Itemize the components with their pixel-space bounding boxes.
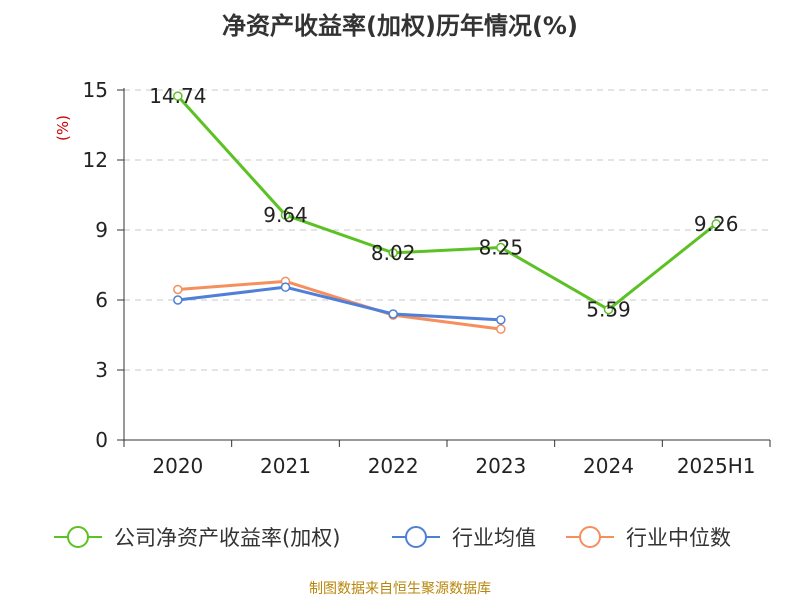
- y-axis-unit-label: (%): [54, 115, 72, 141]
- chart-title: 净资产收益率(加权)历年情况(%): [222, 12, 578, 40]
- series-line: [177, 279, 502, 331]
- data-label: 9.26: [694, 212, 739, 236]
- legend-marker: [405, 526, 427, 548]
- data-label: 8.02: [371, 241, 416, 265]
- y-tick-label: 0: [95, 428, 108, 452]
- y-tick-label: 3: [95, 358, 108, 382]
- x-tick-label: 2022: [368, 454, 419, 478]
- legend-label: 行业均值: [452, 526, 536, 550]
- data-point: [388, 248, 398, 258]
- legend-marker: [579, 526, 601, 548]
- data-point: [603, 304, 614, 315]
- data-label: 9.64: [263, 203, 308, 227]
- x-tick-label: 2025H1: [677, 454, 756, 478]
- x-tick-label: 2024: [583, 454, 634, 478]
- x-tick-label: 2021: [260, 454, 311, 478]
- series-lines: [173, 91, 721, 334]
- data-point: [280, 210, 291, 220]
- data-label: 5.59: [586, 298, 631, 322]
- series-line: [177, 285, 501, 322]
- legend: 公司净资产收益率(加权) 行业均值 行业中位数: [54, 526, 731, 550]
- legend-label: 行业中位数: [626, 526, 731, 550]
- data-labels: 14.74 9.64 8.02 8.25 5.59 9.26: [149, 84, 738, 322]
- y-tick-label: 15: [83, 78, 108, 102]
- data-point: [496, 324, 506, 334]
- data-label: 8.25: [479, 236, 524, 260]
- data-point: [173, 284, 183, 295]
- y-tick-label: 9: [95, 218, 108, 242]
- data-point: [496, 315, 506, 325]
- data-label: 14.74: [149, 84, 206, 108]
- data-point: [496, 242, 506, 253]
- series-line: [176, 95, 718, 312]
- data-point: [388, 309, 398, 319]
- legend-marker: [67, 526, 89, 548]
- data-point: [711, 219, 721, 229]
- x-tick-label: 2023: [475, 454, 526, 478]
- x-tick-label: 2020: [152, 454, 203, 478]
- grid-lines: [124, 89, 770, 371]
- legend-label: 公司净资产收益率(加权): [114, 526, 340, 550]
- y-tick-label: 6: [95, 288, 108, 312]
- axes: 0 3 6 9 12 15 2020 2021 2022 2023 2024 2025H1: [83, 78, 771, 478]
- y-tick-label: 12: [83, 148, 108, 172]
- data-point: [280, 282, 291, 292]
- data-source-note: 制图数据来自恒生聚源数据库: [309, 581, 491, 597]
- data-point: [173, 91, 183, 101]
- data-point: [173, 295, 183, 305]
